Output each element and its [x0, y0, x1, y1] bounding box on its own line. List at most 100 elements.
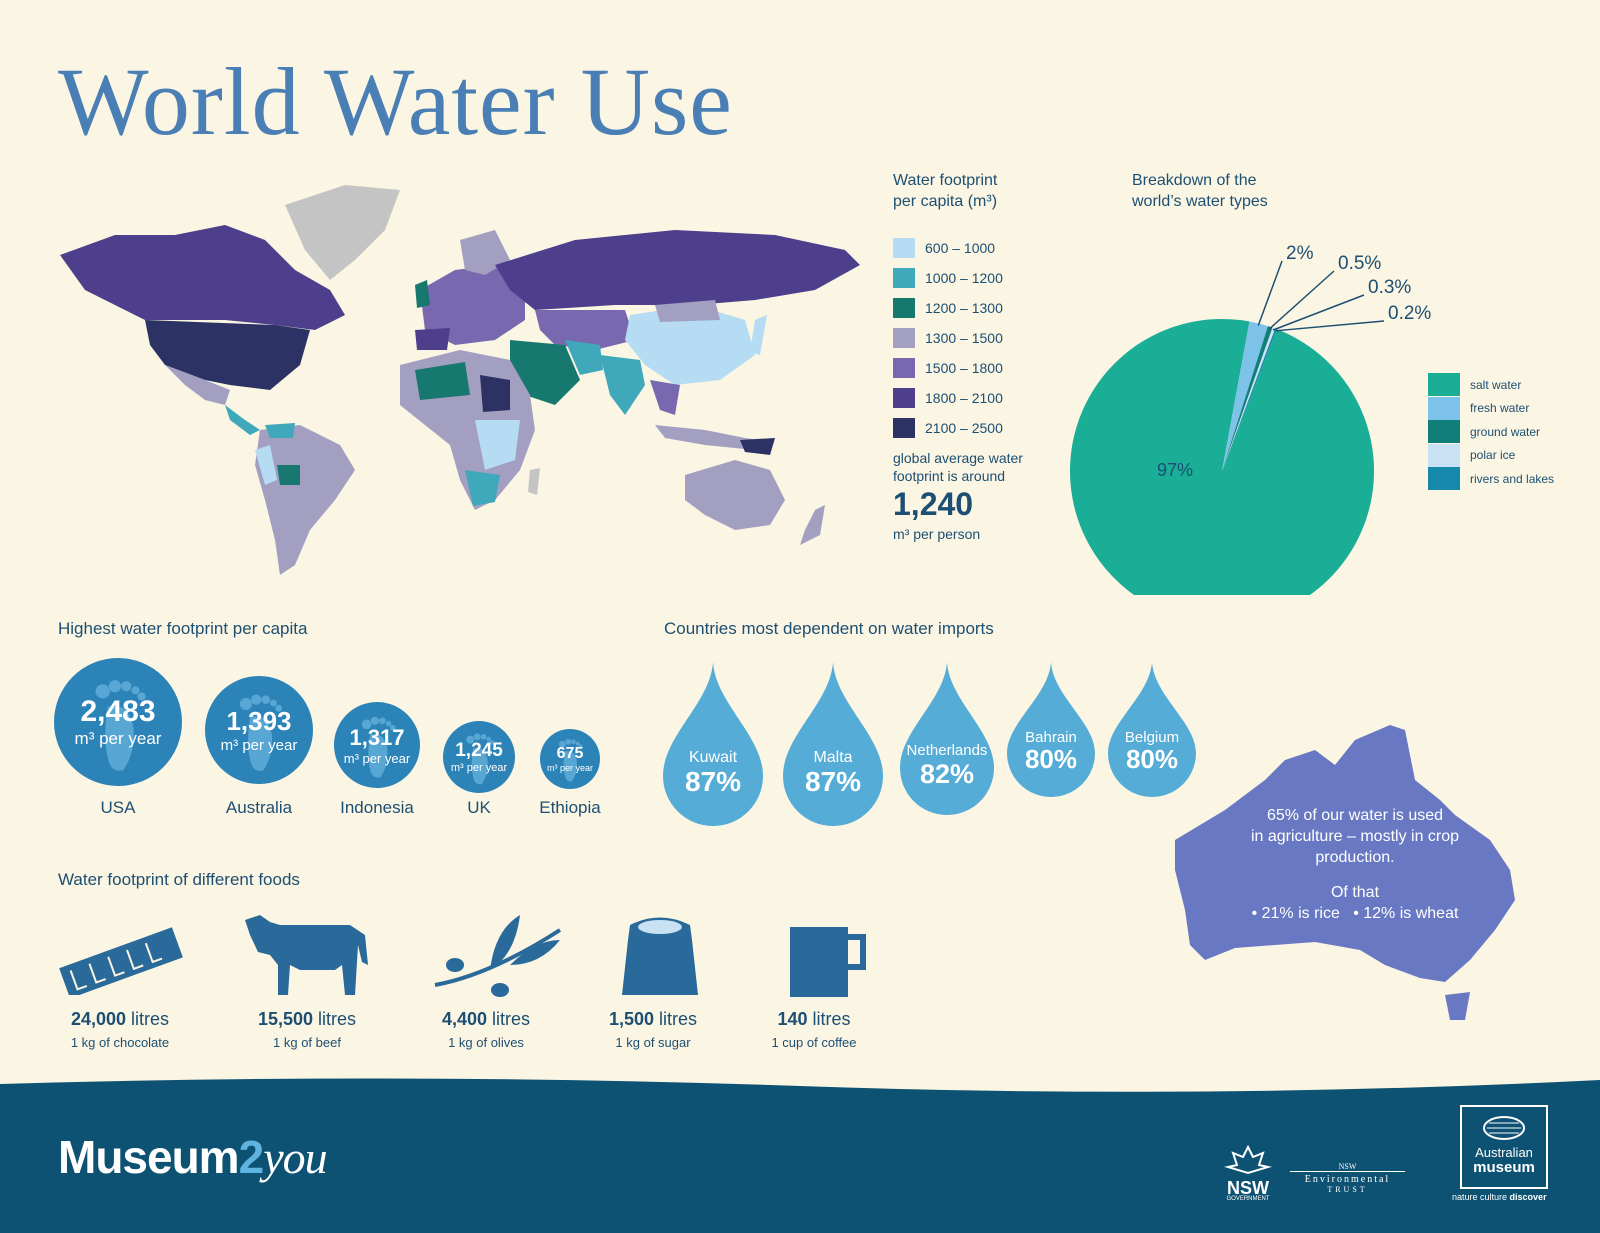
waratah-icon	[1224, 1144, 1272, 1175]
footprint-icon	[239, 694, 283, 772]
map-legend-item: 1200 – 1300	[893, 293, 1003, 323]
footprint-unit: m³ per year	[450, 762, 508, 774]
legend-swatch	[893, 328, 915, 348]
legend-swatch	[1428, 420, 1460, 444]
food-amount-value: 4,400	[441, 1009, 487, 1029]
map-legend: 600 – 1000 1000 – 1200 1200 – 1300 1300 – 1…	[893, 233, 1003, 443]
food-amount: 4,400 litres	[406, 1009, 566, 1030]
map-mexico	[165, 365, 230, 405]
nsw-environmental-trust-logo: NSW Environmental TRUST	[1290, 1162, 1405, 1194]
australia-shape	[1175, 725, 1515, 1020]
footprint-circle: 1,245 m³ per year	[443, 721, 515, 793]
footprint-value: 1,393	[226, 706, 292, 736]
import-value: 87%	[684, 766, 742, 797]
footprint-country: UK	[467, 798, 491, 817]
map-uk	[415, 280, 430, 308]
legend-label: 1000 – 1200	[925, 270, 1003, 286]
pie-label: 0.2%	[1388, 303, 1431, 324]
water-drop	[900, 662, 994, 815]
australian-museum-tagline: nature culture discover	[1452, 1192, 1547, 1202]
map-canada	[60, 225, 345, 330]
legend-label: 1200 – 1300	[925, 300, 1003, 316]
map-central-america	[225, 405, 260, 435]
map-scandinavia	[460, 230, 510, 275]
footprint-icon	[466, 733, 495, 785]
pie-leader-line	[1275, 320, 1385, 332]
legend-swatch	[893, 238, 915, 258]
import-value: 82%	[919, 758, 975, 789]
legend-label: salt water	[1470, 377, 1522, 392]
food-amount-unit: litres	[659, 1009, 698, 1029]
foods-title: Water footprint of different foods	[58, 870, 300, 889]
pie-title: Breakdown of the world’s water types	[1132, 172, 1268, 210]
legend-swatch	[1428, 373, 1460, 397]
map-mongolia	[655, 300, 720, 322]
pie-legend-item: polar ice	[1428, 443, 1554, 468]
map-legend-item: 600 – 1000	[893, 233, 1003, 263]
food-amount-unit: litres	[492, 1009, 531, 1029]
map-legend-item: 1500 – 1800	[893, 353, 1003, 383]
food-amount-unit: litres	[131, 1009, 170, 1029]
footprint-circle: 2,483 m³ per year	[54, 658, 182, 786]
legend-label: ground water	[1470, 424, 1541, 439]
footprint-circle: 1,317 m³ per year	[334, 702, 420, 788]
legend-swatch	[893, 418, 915, 438]
coffee-cup-icon	[790, 927, 866, 997]
map-russia	[495, 230, 860, 310]
pie-slice-rivers-and-lakes	[1222, 328, 1277, 471]
food-label: 1 kg of olives	[448, 1035, 524, 1050]
footprint-unit: m³ per year	[74, 729, 162, 748]
map-central-asia	[535, 310, 635, 350]
pie-slice-ground-water	[1222, 326, 1273, 471]
footprint-country: USA	[100, 798, 136, 817]
import-country: Kuwait	[688, 748, 738, 766]
import-value: 87%	[804, 766, 862, 797]
food-label: 1 cup of coffee	[771, 1035, 857, 1050]
water-drop	[783, 662, 883, 826]
map-east-africa	[475, 420, 520, 470]
map-se-asia	[650, 380, 680, 415]
footprint-value: 1,245	[455, 740, 503, 761]
map-bolivia	[277, 465, 300, 485]
import-country: Netherlands	[906, 742, 988, 760]
map-middle-east	[510, 340, 580, 405]
cow-icon	[245, 915, 368, 995]
highest-footprint-title: Highest water footprint per capita	[58, 619, 308, 638]
footprint-value: 675	[556, 745, 584, 762]
import-country: Malta	[813, 748, 853, 766]
footprint-unit: m³ per year	[546, 763, 593, 773]
legend-swatch	[893, 268, 915, 288]
food-amount-value: 1,500	[608, 1009, 654, 1029]
food-amount-value: 24,000	[70, 1009, 127, 1029]
map-peru	[255, 445, 277, 485]
footprint-value: 2,483	[80, 695, 156, 728]
footprint-country: Indonesia	[340, 798, 414, 817]
food-label: 1 kg of chocolate	[70, 1035, 170, 1050]
pie-slice-polar-ice	[1222, 327, 1276, 471]
australia-text: 65% of our water is used in agriculture …	[1250, 807, 1460, 922]
map-iran	[565, 340, 603, 375]
imports-title: Countries most dependent on water import…	[664, 619, 994, 638]
legend-swatch	[893, 358, 915, 378]
map-legend-item: 1300 – 1500	[893, 323, 1003, 353]
footprint-icon	[95, 680, 146, 771]
nsw-government-logo: NSW GOVERNMENT	[1218, 1144, 1278, 1202]
legend-label: 1800 – 2100	[925, 390, 1003, 406]
museum2you-logo: Museum2you	[58, 1131, 328, 1183]
footer-band	[0, 1078, 1600, 1233]
footprint-unit: m³ per year	[343, 750, 411, 766]
pie-label: 97%	[1157, 460, 1193, 480]
legend-swatch	[893, 388, 915, 408]
footprint-circle: 1,393 m³ per year	[205, 676, 313, 784]
pie-leader-line	[1257, 260, 1283, 326]
echidna-icon	[1483, 1116, 1525, 1140]
import-value: 80%	[1024, 744, 1078, 775]
footprint-unit: m³ per year	[220, 737, 298, 754]
pie-legend-item: rivers and lakes	[1428, 467, 1554, 491]
footprint-country: Ethiopia	[539, 798, 601, 817]
legend-label: 600 – 1000	[925, 240, 996, 256]
map-china	[625, 305, 755, 385]
world-map	[60, 185, 860, 575]
map-usa	[145, 320, 310, 390]
pie-legend: salt water fresh water ground water polar i…	[1428, 373, 1554, 491]
